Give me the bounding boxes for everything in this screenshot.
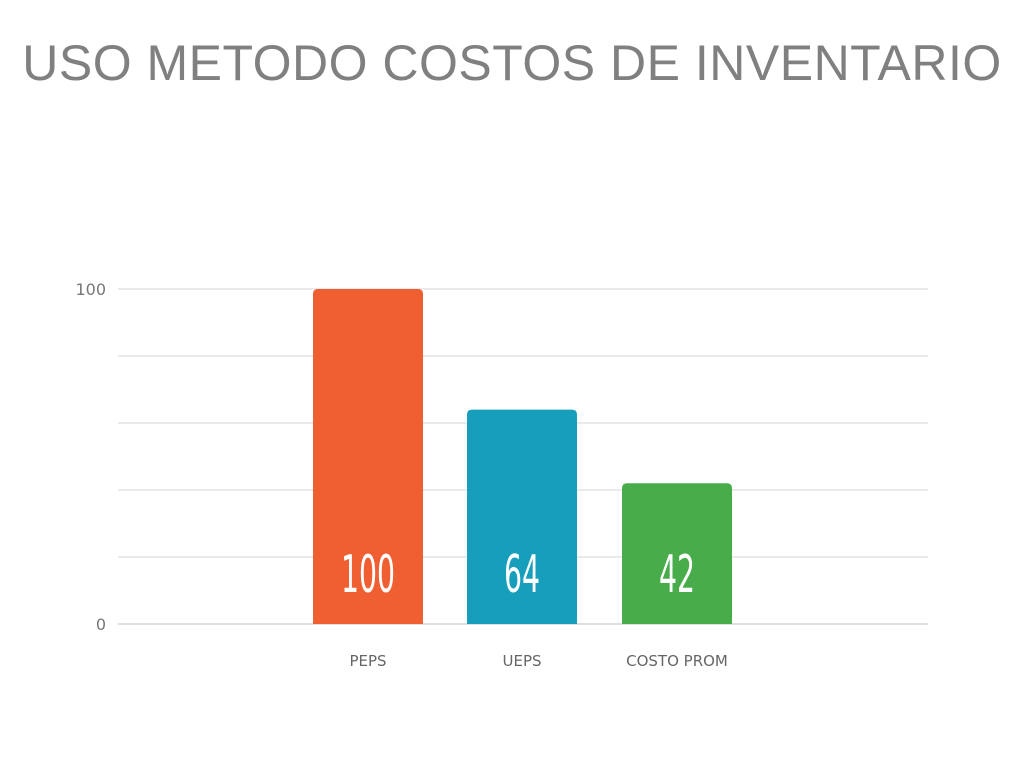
data-label: 42 — [659, 545, 695, 605]
bar-costo-prom — [622, 483, 732, 624]
x-tick-label: COSTO PROM — [626, 652, 728, 670]
x-tick-label: PEPS — [349, 652, 386, 670]
bars: 100 64 42 — [313, 289, 732, 624]
bar-ueps — [467, 409, 577, 624]
data-label: 64 — [504, 545, 540, 605]
data-label: 100 — [341, 545, 395, 605]
x-axis-labels: PEPS UEPS COSTO PROM — [349, 652, 727, 670]
bar-peps — [313, 289, 423, 624]
y-tick-label: 100 — [75, 280, 106, 299]
slide-title: USO METODO COSTOS DE INVENTARIO — [22, 35, 1002, 91]
x-tick-label: UEPS — [502, 652, 541, 670]
y-axis-ticks: 0 100 — [75, 280, 106, 634]
y-tick-label: 0 — [96, 615, 106, 634]
